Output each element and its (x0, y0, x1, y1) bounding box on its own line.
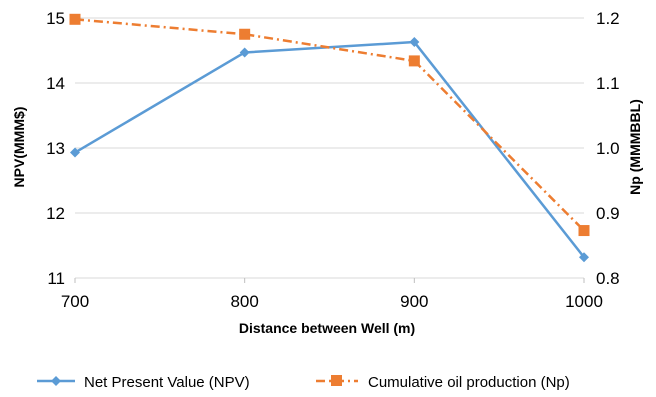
right-tick-label: 1.1 (596, 74, 620, 93)
legend-label-npv: Net Present Value (NPV) (84, 374, 250, 391)
x-tick-label: 900 (400, 292, 428, 311)
np-point (578, 225, 590, 237)
legend: Net Present Value (NPV) Cumulative oil p… (37, 374, 570, 391)
right-axis-ticks: 0.8 0.9 1.0 1.1 1.2 (596, 9, 620, 288)
x-axis-ticks: 700 800 900 1000 (61, 278, 603, 311)
x-tick-label: 800 (230, 292, 258, 311)
npv-point (239, 47, 250, 58)
x-tick-label: 700 (61, 292, 89, 311)
left-axis-ticks: 11 12 13 14 15 (46, 9, 65, 288)
right-tick-label: 1.0 (596, 139, 620, 158)
x-axis-title: Distance between Well (m) (239, 320, 415, 336)
series-line-npv (74, 40, 585, 258)
right-tick-label: 1.2 (596, 9, 620, 28)
left-tick-label: 14 (46, 74, 65, 93)
legend-diamond-icon (51, 376, 61, 386)
right-tick-label: 0.9 (596, 204, 620, 223)
npv-point (409, 37, 420, 48)
left-tick-label: 15 (46, 9, 65, 28)
left-tick-label: 13 (46, 139, 65, 158)
left-tick-label: 11 (47, 269, 65, 288)
legend-label-np: Cumulative oil production (Np) (368, 374, 570, 391)
right-tick-label: 0.8 (596, 269, 620, 288)
series-layer (69, 13, 590, 263)
right-axis-title: Np (MMMBBL) (627, 99, 643, 195)
np-point (69, 13, 81, 25)
npv-point (70, 147, 80, 158)
left-axis-title: NPV(MMM$) (11, 107, 27, 188)
x-tick-label: 1000 (565, 292, 603, 311)
legend-square-icon (331, 375, 342, 386)
legend-item-np: Cumulative oil production (Np) (316, 374, 570, 391)
series-line-np (74, 18, 585, 232)
np-point (239, 28, 251, 40)
left-tick-label: 12 (46, 204, 65, 223)
legend-item-npv: Net Present Value (NPV) (37, 374, 250, 391)
np-point (408, 55, 420, 67)
npv-point (579, 252, 589, 263)
gridlines (75, 17, 584, 279)
